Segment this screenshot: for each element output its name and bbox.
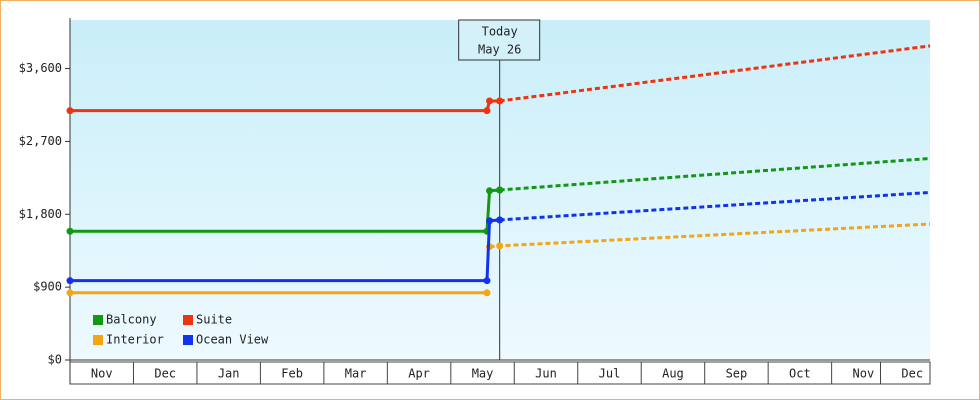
legend-label: Balcony <box>106 313 157 327</box>
legend-swatch <box>183 315 193 325</box>
x-tick-label: Mar <box>345 367 367 381</box>
point <box>66 277 74 285</box>
x-tick-label: Oct <box>789 367 811 381</box>
legend-label: Interior <box>106 333 164 347</box>
today-label: May 26 <box>478 43 521 57</box>
point <box>483 107 491 115</box>
legend-label: Suite <box>196 313 232 327</box>
x-tick-label: Jun <box>535 367 557 381</box>
series-line <box>70 188 500 233</box>
point <box>486 187 494 195</box>
y-tick-label: $2,700 <box>19 134 62 148</box>
point <box>66 107 74 115</box>
x-tick-label: Apr <box>408 367 430 381</box>
legend-swatch <box>183 335 193 345</box>
forecast-line <box>499 44 931 103</box>
x-tick-label: Nov <box>853 367 875 381</box>
x-tick-label: Sep <box>726 367 748 381</box>
series-line <box>70 218 500 283</box>
y-tick-label: $1,800 <box>19 207 62 221</box>
point <box>496 97 504 105</box>
x-tick-label: Feb <box>281 367 303 381</box>
y-tick-label: $3,600 <box>19 61 62 75</box>
legend-swatch <box>93 315 103 325</box>
point <box>483 289 491 297</box>
point <box>496 216 504 224</box>
point <box>486 97 494 105</box>
point <box>483 277 491 285</box>
point <box>496 186 504 194</box>
series-line <box>70 99 500 113</box>
point <box>66 289 74 297</box>
y-tick-label: $900 <box>33 280 62 294</box>
today-box <box>458 19 541 61</box>
x-tick-label: Nov <box>91 367 113 381</box>
x-tick-label: Jul <box>599 367 621 381</box>
legend-label: Ocean View <box>196 333 269 347</box>
point <box>486 217 494 225</box>
legend-swatch <box>93 335 103 345</box>
x-tick-label: May <box>472 367 494 381</box>
x-tick-label: Dec <box>154 367 176 381</box>
x-tick-label: Dec <box>901 367 923 381</box>
y-tick-label: $0 <box>48 353 62 367</box>
point <box>496 242 504 250</box>
point <box>66 227 74 235</box>
x-tick-label: Aug <box>662 367 684 381</box>
x-tick-label: Jan <box>218 367 240 381</box>
today-label: Today <box>482 25 518 39</box>
